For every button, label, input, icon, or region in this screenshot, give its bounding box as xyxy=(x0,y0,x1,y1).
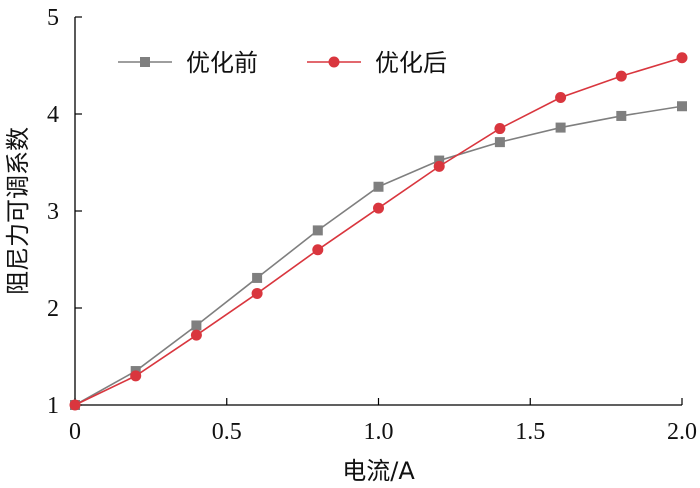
series-2 xyxy=(69,52,688,411)
data-point xyxy=(251,287,263,299)
data-point xyxy=(190,329,202,341)
legend-label: 优化后 xyxy=(375,49,447,77)
data-point xyxy=(252,272,263,283)
legend-label: 优化前 xyxy=(186,49,258,77)
data-point xyxy=(312,225,323,236)
y-axis-label: 阻尼力可调系数 xyxy=(4,127,32,295)
x-tick-label: 0 xyxy=(69,419,81,445)
y-tick-label: 4 xyxy=(47,102,59,128)
data-point xyxy=(191,320,202,331)
series-layer xyxy=(69,52,688,411)
data-point xyxy=(676,52,688,64)
data-point xyxy=(494,137,505,148)
y-tick-label: 2 xyxy=(47,296,59,322)
data-point xyxy=(615,70,627,82)
series-line xyxy=(74,56,683,406)
x-tick-label: 1.5 xyxy=(515,419,545,445)
data-point xyxy=(373,181,384,192)
data-point xyxy=(130,370,142,382)
x-tick-label: 2.0 xyxy=(667,419,697,445)
legend-marker xyxy=(328,56,340,68)
x-tick-label: 0.5 xyxy=(212,419,242,445)
x-tick-label: 1.0 xyxy=(364,419,394,445)
data-point xyxy=(677,101,687,112)
legend-marker xyxy=(140,57,150,67)
data-point xyxy=(555,122,566,133)
y-tick-label: 1 xyxy=(47,393,59,419)
legend: 优化前 优化后 xyxy=(118,49,447,77)
data-point xyxy=(616,110,627,121)
series-line xyxy=(74,105,683,406)
data-point xyxy=(373,202,384,214)
y-tick-label: 5 xyxy=(47,5,59,31)
data-point xyxy=(312,244,324,256)
data-point xyxy=(555,92,567,104)
data-point xyxy=(434,155,445,166)
series-1 xyxy=(70,101,687,410)
legend-item: 优化前 xyxy=(118,49,258,77)
data-point xyxy=(69,399,81,411)
legend-item: 优化后 xyxy=(307,49,447,77)
data-point xyxy=(494,123,506,135)
axes: 1 2 3 4 5 0 0.5 1.0 1.5 2.0 xyxy=(47,5,697,445)
y-tick-label: 3 xyxy=(47,199,59,225)
x-axis-label: 电流/A xyxy=(342,457,415,485)
data-point xyxy=(433,160,445,172)
